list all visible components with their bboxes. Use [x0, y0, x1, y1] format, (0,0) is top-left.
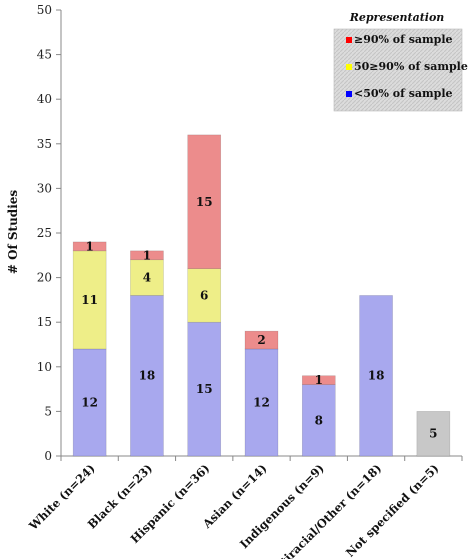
legend-swatch	[346, 91, 352, 97]
data-label: 12	[253, 395, 270, 409]
legend-title: Representation	[349, 11, 445, 24]
legend-swatch	[346, 64, 352, 70]
bar-segment	[72, 250, 107, 350]
y-axis-label: # Of Studies	[6, 190, 20, 275]
y-tick-label: 5	[44, 404, 52, 418]
y-tick-label: 40	[37, 92, 52, 106]
bars	[72, 134, 451, 457]
data-label: 1	[143, 248, 151, 262]
data-label: 1	[315, 373, 323, 387]
bar-segment	[72, 241, 107, 252]
y-tick-label: 10	[37, 360, 52, 374]
y-tick-label: 50	[37, 3, 52, 17]
bar-segment	[301, 384, 336, 457]
data-label: 8	[315, 413, 323, 427]
bar-segment	[187, 134, 222, 269]
legend-label: ≥90% of sample	[354, 33, 453, 46]
bar-segment	[301, 375, 336, 385]
bar-segment	[416, 411, 451, 457]
bar-segment	[244, 330, 279, 350]
data-label: 15	[196, 195, 213, 209]
data-label: 2	[257, 333, 265, 347]
y-tick-label: 45	[37, 48, 52, 62]
data-label: 1	[85, 239, 93, 253]
y-tick-label: 30	[37, 181, 52, 195]
data-label: 11	[81, 293, 98, 307]
legend: Representation ≥90% of sample 50≥90% of sa…	[333, 11, 468, 112]
data-label: 12	[81, 395, 98, 409]
legend-swatch	[346, 37, 352, 43]
bar-segment	[244, 348, 279, 457]
data-label: 6	[200, 288, 208, 302]
data-label: 18	[139, 369, 156, 383]
data-label: 4	[143, 271, 151, 285]
y-tick-label: 35	[37, 137, 52, 151]
legend-label: <50% of sample	[354, 87, 453, 100]
bar-segment	[187, 268, 222, 323]
y-tick-label: 25	[37, 226, 52, 240]
bar-segment	[130, 250, 164, 261]
data-label: 5	[429, 427, 437, 441]
legend-box	[333, 28, 463, 112]
bar-segment	[187, 321, 222, 457]
bar-segment	[359, 295, 393, 457]
bar-segment	[130, 259, 164, 296]
y-tick-label: 15	[37, 315, 52, 329]
data-label: 18	[368, 369, 385, 383]
y-tick-label: 20	[37, 271, 52, 285]
bar-segment	[130, 295, 164, 457]
legend-label: 50≥90% of sample	[354, 60, 468, 73]
data-label: 15	[196, 382, 213, 396]
x-tick-label: Not specified (n=5)	[343, 461, 442, 559]
y-tick-label: 0	[44, 449, 52, 463]
bar-segment	[72, 348, 107, 457]
